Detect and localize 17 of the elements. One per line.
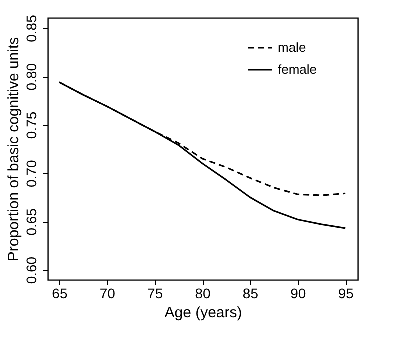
x-tick-label: 90 xyxy=(290,286,306,302)
y-tick-label: 0.75 xyxy=(24,112,40,140)
x-tick-label: 70 xyxy=(100,286,116,302)
y-tick-label: 0.65 xyxy=(24,208,40,236)
x-tick-label: 95 xyxy=(338,286,354,302)
x-axis-title: Age (years) xyxy=(164,304,242,322)
legend-label: female xyxy=(278,62,318,77)
x-tick-label: 65 xyxy=(52,286,68,302)
x-tick-label: 80 xyxy=(195,286,212,302)
legend-label: male xyxy=(278,40,306,55)
y-tick-label: 0.70 xyxy=(24,160,40,188)
y-tick-label: 0.60 xyxy=(24,256,40,284)
y-axis-title: Proportion of basic cognitive units xyxy=(6,37,22,262)
x-tick-label: 85 xyxy=(242,286,259,302)
x-tick-label: 75 xyxy=(148,286,164,302)
y-tick-label: 0.80 xyxy=(24,63,40,91)
y-tick-label: 0.85 xyxy=(24,14,40,42)
